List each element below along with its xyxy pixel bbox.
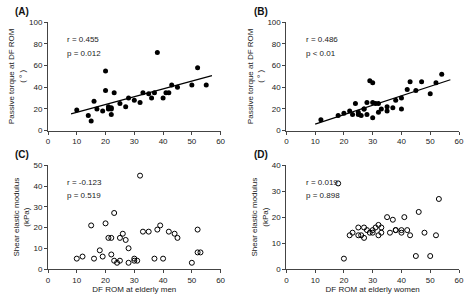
svg-text:40: 40 (272, 161, 281, 170)
svg-text:DF ROM at elderly women: DF ROM at elderly women (326, 285, 420, 294)
svg-text:30: 30 (33, 203, 42, 212)
svg-text:p = 0.898: p = 0.898 (306, 191, 340, 200)
svg-text:Passive torque at DF ROM( ° ): Passive torque at DF ROM( ° ) (7, 28, 26, 124)
svg-text:60: 60 (33, 61, 42, 70)
svg-text:0: 0 (276, 265, 281, 274)
svg-text:10: 10 (33, 244, 42, 253)
svg-text:30: 30 (272, 187, 281, 196)
svg-text:(A): (A) (15, 6, 29, 17)
svg-text:20: 20 (272, 213, 281, 222)
svg-text:60: 60 (216, 137, 225, 146)
svg-text:0: 0 (284, 137, 289, 146)
svg-text:50: 50 (187, 137, 196, 146)
svg-text:40: 40 (159, 137, 168, 146)
svg-text:40: 40 (33, 182, 42, 191)
svg-text:0: 0 (46, 137, 51, 146)
svg-text:0: 0 (276, 126, 281, 135)
svg-text:0: 0 (38, 126, 43, 135)
svg-text:40: 40 (159, 276, 168, 285)
svg-text:DF ROM at elderly men: DF ROM at elderly men (92, 285, 176, 294)
svg-text:80: 80 (33, 40, 42, 49)
svg-text:100: 100 (267, 18, 281, 27)
svg-text:(B): (B) (254, 6, 268, 17)
svg-text:r = -0.123: r = -0.123 (67, 178, 102, 187)
svg-text:Shear elastic modulus(kPa): Shear elastic modulus(kPa) (12, 178, 31, 257)
svg-text:60: 60 (272, 61, 281, 70)
svg-text:20: 20 (339, 137, 348, 146)
svg-text:40: 40 (33, 83, 42, 92)
svg-text:r = 0.019: r = 0.019 (306, 178, 338, 187)
svg-text:10: 10 (72, 137, 81, 146)
svg-text:40: 40 (397, 137, 406, 146)
svg-text:60: 60 (455, 276, 464, 285)
svg-text:40: 40 (272, 83, 281, 92)
svg-text:0: 0 (38, 265, 43, 274)
svg-text:10: 10 (311, 276, 320, 285)
svg-text:p < 0.01: p < 0.01 (306, 49, 336, 58)
svg-text:30: 30 (368, 276, 377, 285)
svg-text:100: 100 (29, 18, 43, 27)
svg-text:20: 20 (101, 137, 110, 146)
svg-text:0: 0 (284, 276, 289, 285)
svg-text:50: 50 (33, 161, 42, 170)
svg-text:10: 10 (272, 239, 281, 248)
svg-text:r = 0.486: r = 0.486 (306, 35, 338, 44)
svg-text:30: 30 (130, 276, 139, 285)
svg-text:Passive torque at DF ROM( ° ): Passive torque at DF ROM( ° ) (246, 28, 265, 124)
svg-text:(D): (D) (254, 149, 268, 160)
svg-text:30: 30 (368, 137, 377, 146)
svg-text:60: 60 (455, 137, 464, 146)
svg-text:40: 40 (397, 276, 406, 285)
svg-text:20: 20 (33, 105, 42, 114)
svg-text:20: 20 (272, 105, 281, 114)
svg-text:0: 0 (46, 276, 51, 285)
svg-text:10: 10 (72, 276, 81, 285)
svg-text:10: 10 (311, 137, 320, 146)
svg-text:p = 0.012: p = 0.012 (67, 49, 101, 58)
svg-text:30: 30 (130, 137, 139, 146)
svg-text:20: 20 (33, 223, 42, 232)
svg-text:60: 60 (216, 276, 225, 285)
svg-text:20: 20 (339, 276, 348, 285)
svg-text:p = 0.519: p = 0.519 (67, 191, 101, 200)
svg-text:80: 80 (272, 40, 281, 49)
svg-text:Shear elastic modulus(kPa): Shear elastic modulus(kPa) (250, 178, 269, 257)
svg-text:50: 50 (187, 276, 196, 285)
svg-text:r = 0.455: r = 0.455 (67, 35, 99, 44)
svg-text:20: 20 (101, 276, 110, 285)
svg-text:50: 50 (426, 137, 435, 146)
svg-text:(C): (C) (15, 149, 29, 160)
svg-text:50: 50 (426, 276, 435, 285)
